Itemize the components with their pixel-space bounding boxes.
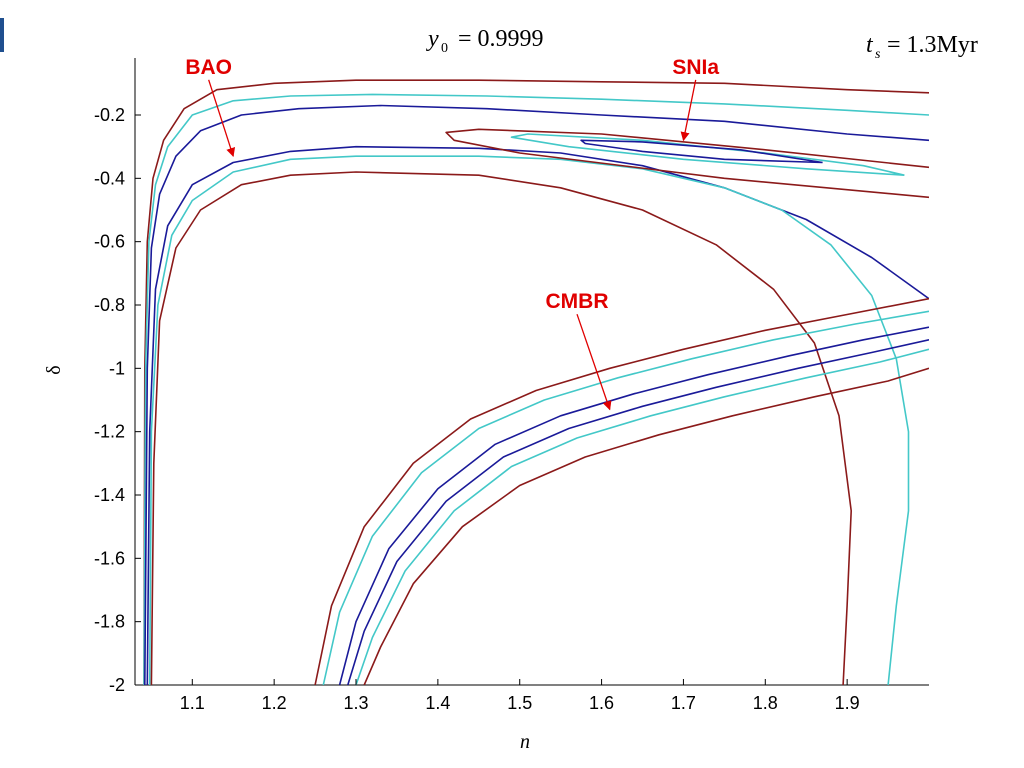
contour-snia-line xyxy=(510,133,905,176)
y-tick-label: -1.2 xyxy=(94,422,125,442)
contour-snia-line xyxy=(445,128,929,199)
param-ts-subscript: s xyxy=(875,47,881,62)
contour-bao-line xyxy=(144,104,929,685)
annotation-bao-arrow xyxy=(208,79,236,158)
contour-cmbr-line xyxy=(338,326,929,685)
annotation-cmbr-arrow xyxy=(576,313,612,411)
annotation-snia-arrow xyxy=(680,79,697,142)
x-axis-label: n xyxy=(520,731,530,753)
x-tick-label: 1.4 xyxy=(425,693,450,713)
contour-bao-line xyxy=(150,171,853,685)
contour-cmbr-line xyxy=(363,367,929,685)
y-tick-label: -0.6 xyxy=(94,232,125,252)
param-y0: y 0 = 0.9999 xyxy=(426,26,544,56)
contour-cmbr-line xyxy=(355,348,929,685)
annotation-bao-label: BAO xyxy=(185,56,232,79)
x-tick-label: 1.7 xyxy=(671,693,696,713)
y-tick-label: -0.8 xyxy=(94,295,125,315)
contour-cmbr-line xyxy=(314,297,929,685)
annotation-snia-label: SNIa xyxy=(672,56,719,79)
x-tick-label: 1.1 xyxy=(180,693,205,713)
axes xyxy=(134,58,929,686)
param-ts: t s = 1.3Myr xyxy=(866,32,978,62)
y-tick-label: -1.8 xyxy=(94,612,125,632)
y-tick-label: -1.4 xyxy=(94,485,125,505)
slide-accent-bar xyxy=(0,18,4,52)
x-tick-label: 1.8 xyxy=(753,693,778,713)
annotations: BAO SNIa CMBR xyxy=(185,56,719,411)
contour-bao-line xyxy=(143,79,929,685)
y-tick-label: -2 xyxy=(109,675,125,695)
tick-labels: 1.1 1.2 1.3 1.4 1.5 1.6 1.7 1.8 1.9 -0.2 -0.4 -0.6 -… xyxy=(94,105,860,713)
y-tick-label: -1.6 xyxy=(94,548,125,568)
x-tick-label: 1.5 xyxy=(507,693,532,713)
y-tick-label: -0.2 xyxy=(94,105,125,125)
x-tick-label: 1.3 xyxy=(343,693,368,713)
param-ts-symbol: t xyxy=(866,32,874,58)
contour-lines xyxy=(143,79,929,685)
x-tick-label: 1.9 xyxy=(835,693,860,713)
param-ts-value: = 1.3Myr xyxy=(887,32,978,58)
contour-cmbr-line xyxy=(322,310,929,685)
y-axis-label: δ xyxy=(43,365,65,374)
annotation-cmbr-label: CMBR xyxy=(546,290,609,313)
param-y0-value: = 0.9999 xyxy=(458,26,544,52)
contour-cmbr-line xyxy=(347,339,929,685)
contour-bao-line xyxy=(148,155,910,685)
contour-bao-line xyxy=(146,145,929,685)
contour-snia-line xyxy=(580,139,823,164)
y-tick-label: -0.4 xyxy=(94,168,125,188)
y-tick-label: -1 xyxy=(109,358,125,378)
param-y0-subscript: 0 xyxy=(441,41,448,56)
x-tick-label: 1.2 xyxy=(262,693,287,713)
param-y0-symbol: y xyxy=(426,26,439,52)
x-tick-label: 1.6 xyxy=(589,693,614,713)
contour-bao-line xyxy=(143,93,929,685)
